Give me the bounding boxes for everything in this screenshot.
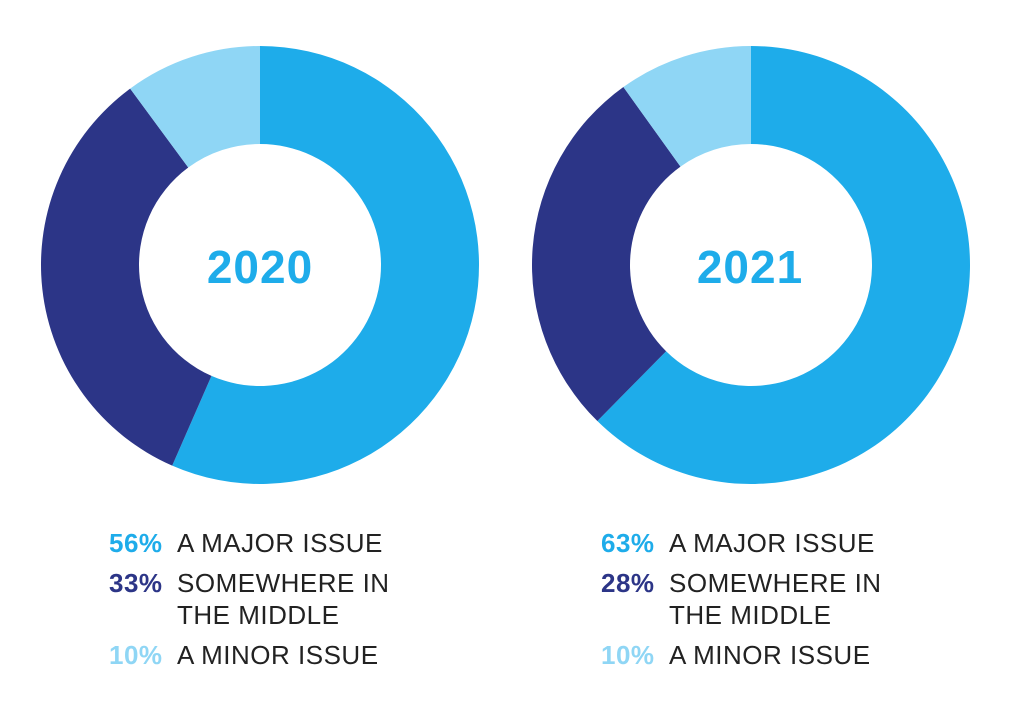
donut-slice-middle [41, 88, 212, 466]
legend-label: SOMEWHERE IN THE MIDDLE [177, 568, 390, 630]
donut-svg-2020: 2020 [41, 46, 480, 485]
donut-center-year: 2020 [207, 241, 313, 293]
legend-value: 10% [601, 640, 655, 670]
legend-item-minor: 10% A MINOR ISSUE [601, 639, 919, 671]
donut-slice-major [597, 46, 971, 485]
legend-label: A MAJOR ISSUE [177, 528, 383, 558]
legend-item-minor: 10% A MINOR ISSUE [109, 639, 427, 671]
legend-value: 10% [109, 640, 163, 670]
legend-item-middle: 28% SOMEWHERE IN THE MIDDLE [601, 567, 919, 631]
legend-value: 28% [601, 568, 655, 598]
legend-label: A MINOR ISSUE [177, 640, 379, 670]
legend-label: A MAJOR ISSUE [669, 528, 875, 558]
legend-label: SOMEWHERE IN THE MIDDLE [669, 568, 882, 630]
donut-slice-minor [130, 46, 260, 168]
legend-label: A MINOR ISSUE [669, 640, 871, 670]
donut-center-year: 2021 [697, 241, 803, 293]
donut-chart-2020: 2020 56% A MAJOR ISSUE 33% SOMEWHERE IN … [41, 46, 480, 679]
donut-svg-2021: 2021 [532, 46, 971, 485]
donut-slice-major [172, 46, 480, 485]
legend-value: 63% [601, 528, 655, 558]
legend-value: 56% [109, 528, 163, 558]
legend-item-middle: 33% SOMEWHERE IN THE MIDDLE [109, 567, 427, 631]
donut-chart-2021: 2021 63% A MAJOR ISSUE 28% SOMEWHERE IN … [512, 0, 1024, 707]
legend-2021: 63% A MAJOR ISSUE 28% SOMEWHERE IN THE M… [601, 527, 919, 679]
legend-item-major: 63% A MAJOR ISSUE [601, 527, 919, 559]
legend-item-major: 56% A MAJOR ISSUE [109, 527, 427, 559]
legend-value: 33% [109, 568, 163, 598]
donut-slice-middle [532, 87, 681, 422]
donut-slice-minor [623, 46, 751, 167]
legend-2020: 56% A MAJOR ISSUE 33% SOMEWHERE IN THE M… [109, 527, 427, 679]
